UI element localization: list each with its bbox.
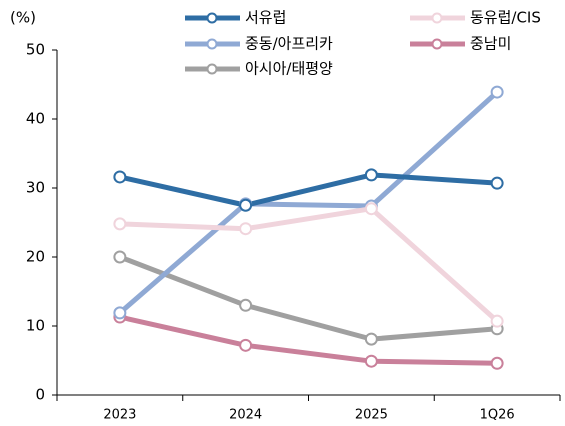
data-point <box>364 332 378 346</box>
data-point <box>490 85 504 99</box>
data-point <box>364 354 378 368</box>
y-tick-label: 50 <box>26 41 45 59</box>
data-point <box>364 168 378 182</box>
data-point <box>113 170 127 184</box>
y-tick-label: 30 <box>26 179 45 197</box>
data-point <box>239 338 253 352</box>
data-point <box>490 314 504 328</box>
data-point <box>113 250 127 264</box>
legend-label: 중남미 <box>470 35 511 53</box>
data-point <box>113 217 127 231</box>
x-tick-label: 2025 <box>355 408 388 423</box>
series-line <box>118 90 499 315</box>
series-line <box>119 206 499 324</box>
legend-label: 동유럽/CIS <box>470 9 541 27</box>
y-tick-label: 0 <box>35 386 45 404</box>
x-tick-label: 2023 <box>103 408 136 423</box>
data-point <box>239 222 253 236</box>
legend-label: 아시아/태평양 <box>245 60 333 78</box>
series-line <box>119 172 498 208</box>
series-line <box>119 314 498 366</box>
data-point <box>113 306 127 320</box>
x-tick-label: 1Q26 <box>480 408 515 423</box>
y-tick-label: 40 <box>26 110 45 128</box>
y-axis-label: (%) <box>10 9 36 27</box>
x-tick-label: 2024 <box>229 408 262 423</box>
data-point <box>490 356 504 370</box>
y-tick-label: 10 <box>26 317 45 335</box>
legend-marker <box>431 12 443 24</box>
legend-marker <box>206 38 218 50</box>
data-point <box>239 298 253 312</box>
series-line <box>118 254 498 342</box>
legend-marker <box>431 38 443 50</box>
y-tick-label: 20 <box>26 248 45 266</box>
legend-marker <box>206 12 218 24</box>
data-point <box>364 202 378 216</box>
legend-label: 중동/아프리카 <box>245 35 333 53</box>
data-point <box>239 198 253 212</box>
data-point <box>490 176 504 190</box>
legend-marker <box>206 63 218 75</box>
legend-label: 서유럽 <box>245 9 286 27</box>
